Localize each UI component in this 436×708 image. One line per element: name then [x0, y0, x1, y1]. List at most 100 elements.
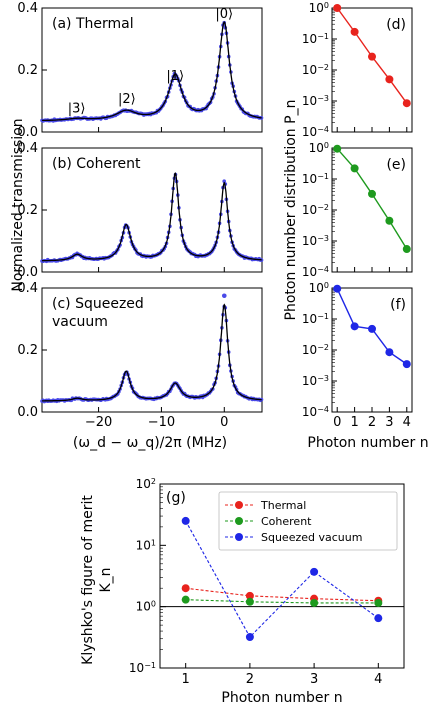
data-point-d — [385, 75, 394, 84]
right-ylabel: Photon number distribution P_n — [283, 100, 299, 321]
panel-label-b: (b) Coherent — [52, 156, 141, 172]
right-xlabel: Photon number n — [307, 435, 428, 451]
ytick-label-e: 10−4 — [302, 265, 329, 280]
annotation-ket: |2⟩ — [118, 92, 136, 107]
legend-label: Squeezed vacuum — [261, 531, 362, 544]
ytick-label-d: 10−1 — [302, 32, 329, 47]
ytick-label-d: 10−4 — [302, 125, 329, 140]
ytick-label-g: 10−1 — [129, 661, 156, 676]
panel-label-g: (g) — [166, 490, 186, 506]
legend-marker — [235, 517, 243, 525]
ytick-label-f: 10−1 — [302, 312, 329, 327]
ytick-label-g: 100 — [136, 599, 156, 614]
data-point-squeezed — [245, 633, 254, 642]
ytick-label-d: 10−3 — [302, 94, 329, 109]
panel-g-frame — [159, 483, 405, 669]
panel-label-c: (c) Squeezed — [52, 296, 144, 312]
xtick-label-f: 1 — [350, 415, 358, 430]
series-line-squeezed — [185, 520, 379, 638]
outlier-point — [221, 293, 227, 299]
data-point-squeezed — [374, 614, 383, 623]
legend: Thermal Coherent Squeezed vacuum — [218, 491, 398, 551]
ytick-label-c: 0.2 — [17, 343, 38, 358]
data-point-e — [402, 245, 411, 254]
xtick-label-f: 4 — [403, 415, 411, 430]
annotation-ket: |0⟩ — [215, 7, 233, 22]
data-points-b — [40, 172, 264, 264]
ytick-label-e: 100 — [309, 141, 329, 156]
bottom-ylabel-line2: K_n — [98, 567, 114, 592]
data-point-f — [350, 322, 359, 331]
data-point-squeezed — [310, 567, 319, 576]
panel-label-bg — [378, 154, 408, 174]
fit-line-a — [41, 21, 262, 122]
data-point-d — [368, 52, 376, 61]
legend-box — [218, 491, 398, 551]
ytick-label-d: 10−2 — [302, 63, 329, 78]
legend-marker — [235, 533, 243, 541]
xtick-label-g: 3 — [310, 672, 318, 687]
panel-label-a: (a) Thermal — [52, 16, 134, 32]
fit-line-c — [42, 303, 262, 402]
ytick-label-b: 0.0 — [17, 265, 38, 280]
xtick-label-g: 1 — [182, 672, 190, 687]
ytick-label-e: 10−3 — [302, 234, 329, 249]
data-point-coherent — [310, 598, 319, 607]
panel-label-d: (d) — [386, 17, 406, 33]
annotation-ket: |1⟩ — [166, 69, 184, 84]
ytick-label-a: 0.4 — [17, 1, 38, 16]
panel-title2-c: vacuum — [52, 314, 108, 330]
data-point-coherent — [374, 598, 383, 607]
data-point-e — [333, 144, 342, 153]
data-point-e — [385, 216, 394, 225]
xtick-label-c: −10 — [148, 415, 175, 430]
xtick-label-f: 0 — [333, 415, 341, 430]
data-point-thermal — [245, 591, 254, 600]
ytick-label-d: 100 — [309, 1, 329, 16]
xtick-label-f: 2 — [368, 415, 376, 430]
shared-xlabel: (ω_d − ω_q)/2π (MHz) — [73, 435, 227, 451]
data-point-coherent — [181, 595, 190, 604]
legend-marker — [235, 501, 243, 509]
ytick-label-f: 10−2 — [302, 343, 329, 358]
legend-label: Coherent — [261, 515, 312, 528]
bottom-xlabel: Photon number n — [221, 690, 342, 706]
xtick-label-c: −20 — [85, 415, 112, 430]
data-point-d — [333, 4, 342, 12]
bottom-ylabel-line1: Klyshko's figure of merit — [80, 495, 96, 665]
data-point-f — [333, 284, 342, 293]
ytick-label-f: 10−4 — [302, 405, 329, 420]
ytick-label-a: 0.2 — [17, 63, 38, 78]
data-point-f — [402, 360, 411, 369]
data-point-d — [402, 99, 411, 108]
ytick-label-g: 101 — [136, 538, 156, 553]
fit-line-b — [42, 172, 262, 262]
data-point-thermal — [181, 584, 190, 593]
ytick-label-b: 0.4 — [17, 141, 38, 156]
data-point-squeezed — [181, 516, 190, 525]
data-point-e — [368, 189, 376, 198]
ytick-label-f: 10−3 — [302, 374, 329, 389]
data-point-f — [385, 348, 394, 357]
data-point-d — [350, 27, 359, 36]
xtick-label-g: 2 — [246, 672, 254, 687]
xtick-label-f: 3 — [385, 415, 393, 430]
data-point-f — [368, 324, 376, 333]
ytick-label-a: 0.0 — [17, 125, 38, 140]
ytick-label-c: 0.0 — [17, 405, 38, 420]
ytick-label-g: 102 — [136, 477, 156, 492]
data-point — [222, 179, 226, 183]
data-point-coherent — [245, 597, 254, 606]
panel-label-f: (f) — [390, 297, 406, 313]
ytick-label-f: 100 — [309, 281, 329, 296]
ytick-label-e: 10−1 — [302, 172, 329, 187]
xtick-label-g: 4 — [374, 672, 382, 687]
panel-label-bg — [378, 14, 408, 34]
data-point-e — [350, 164, 359, 173]
xtick-label-c: 0 — [220, 415, 228, 430]
legend-label: Thermal — [260, 499, 306, 512]
series-line-coherent — [185, 599, 379, 604]
ytick-label-b: 0.2 — [17, 203, 38, 218]
annotation-ket: |3⟩ — [68, 102, 86, 117]
